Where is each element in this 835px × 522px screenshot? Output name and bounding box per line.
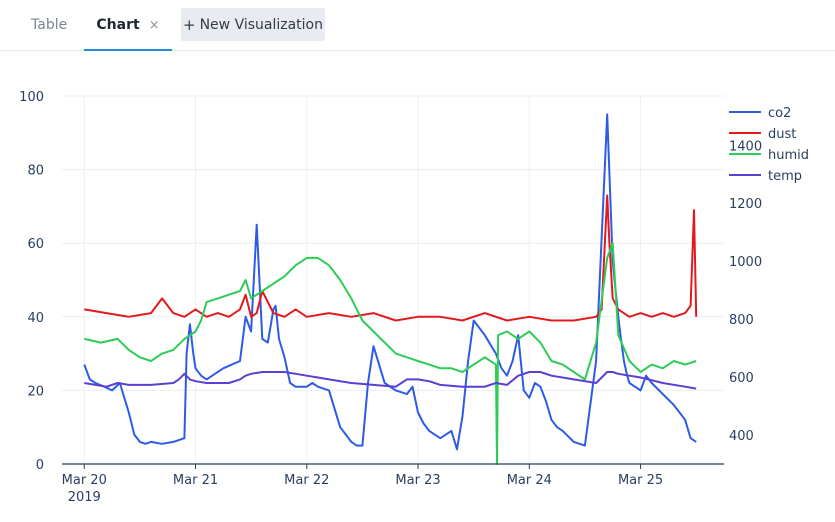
legend: co2 dust humid temp — [729, 106, 809, 184]
y-right-tick-label: 1400 — [729, 139, 762, 154]
new-visualization-label: New Visualization — [199, 16, 323, 33]
tab-chart-label: Chart — [96, 17, 140, 33]
series-line-dust — [84, 194, 698, 322]
x-year-label: 2019 — [68, 490, 101, 505]
y-left-tick-label: 60 — [27, 237, 44, 252]
legend-label-humid[interactable]: humid — [768, 148, 809, 163]
x-tick-label: Mar 20 — [62, 473, 107, 488]
series-line-co2 — [83, 113, 697, 451]
x-tick-label: Mar 23 — [395, 473, 440, 488]
y-right-tick-label: 600 — [729, 371, 754, 386]
x-tick-label: Mar 24 — [507, 473, 552, 488]
new-visualization-button[interactable]: + New Visualization — [181, 8, 325, 41]
y-left-tick-label: 20 — [27, 384, 44, 399]
y-left-tick-label: 100 — [19, 90, 44, 105]
x-tick-label: Mar 21 — [173, 473, 218, 488]
axes: Mar 20 Mar 21 Mar 22 Mar 23 Mar 24 Mar 25 2019… — [19, 90, 762, 505]
tab-bar: Table Chart × + New Visualization — [0, 0, 835, 51]
close-icon[interactable]: × — [148, 17, 160, 33]
plus-icon: + — [183, 15, 196, 34]
legend-label-temp[interactable]: temp — [768, 169, 802, 184]
y-right-tick-label: 1200 — [729, 197, 762, 212]
x-tick-label: Mar 22 — [284, 473, 329, 488]
tab-table-label: Table — [31, 17, 68, 33]
tab-chart[interactable]: Chart × — [84, 0, 172, 51]
series-lines — [83, 113, 698, 465]
tab-table[interactable]: Table — [31, 0, 67, 50]
y-left-tick-label: 0 — [36, 458, 44, 473]
y-right-tick-label: 800 — [729, 313, 754, 328]
y-right-tick-label: 1000 — [729, 255, 762, 270]
legend-label-co2[interactable]: co2 — [768, 106, 791, 121]
gridlines — [62, 95, 724, 464]
x-tick-label: Mar 25 — [618, 473, 663, 488]
series-line-temp — [84, 371, 697, 390]
active-tab-indicator — [84, 49, 172, 51]
y-left-tick-label: 80 — [27, 164, 44, 179]
y-right-tick-label: 400 — [729, 429, 754, 444]
legend-label-dust[interactable]: dust — [768, 127, 796, 142]
series-line-humid — [84, 242, 697, 465]
y-left-tick-label: 40 — [27, 311, 44, 326]
